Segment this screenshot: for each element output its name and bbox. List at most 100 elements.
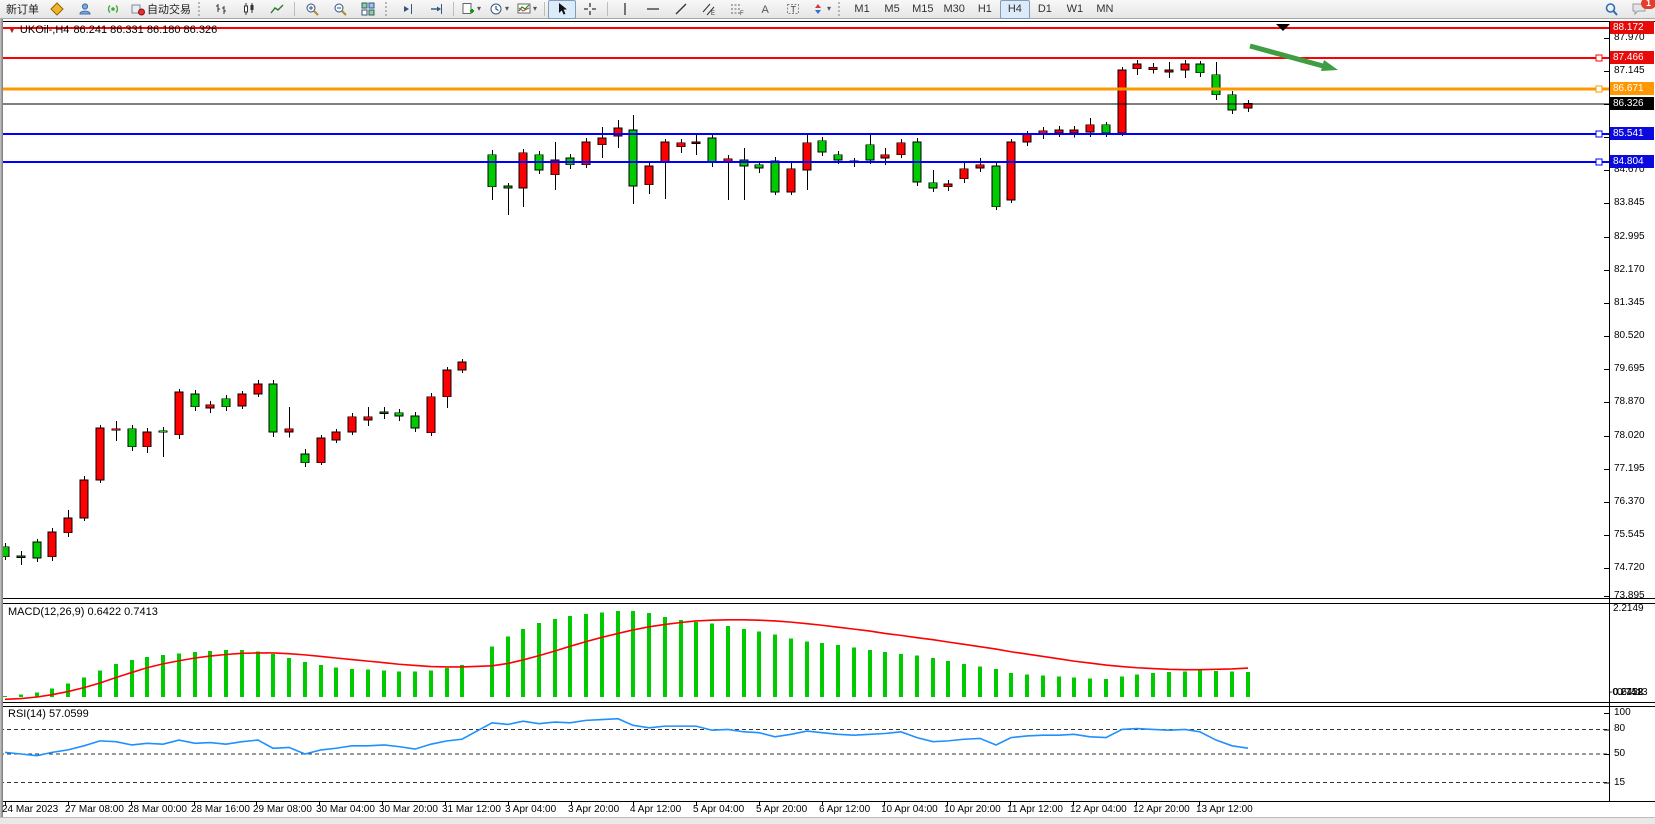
community-button[interactable] [43, 0, 71, 19]
price-line-badge: 87.466 [1610, 51, 1654, 64]
tile-windows-button[interactable] [354, 0, 382, 19]
price-tick-label: 82.170 [1614, 264, 1645, 275]
price-tick-label: 73.895 [1614, 590, 1645, 601]
macd-label: MACD(12,26,9) [8, 606, 85, 618]
indicators-button[interactable]: ▾ [513, 0, 541, 19]
signals-button[interactable] [99, 0, 127, 19]
autotrade-icon [131, 2, 145, 16]
one-click-expand-icon[interactable]: ▼ [8, 25, 16, 35]
toolbar-separator [453, 2, 454, 16]
bar-chart-button[interactable] [207, 0, 235, 19]
line-chart-button[interactable] [263, 0, 291, 19]
time-axis-label: 12 Apr 04:00 [1070, 804, 1127, 815]
arrows-icon [811, 2, 825, 16]
trendline-icon [674, 2, 688, 16]
fibonacci-tool-button[interactable]: F [723, 0, 751, 19]
notification-count-badge: 1 [1641, 0, 1655, 9]
zoom-in-icon [305, 2, 319, 16]
time-axis-label: 31 Mar 12:00 [442, 804, 501, 815]
toolbar-separator [294, 2, 295, 16]
time-axis-label: 12 Apr 20:00 [1133, 804, 1190, 815]
timeframe-button-M30[interactable]: M30 [943, 3, 965, 15]
chart-shift-button[interactable] [394, 0, 422, 19]
time-axis-label: 11 Apr 12:00 [1007, 804, 1063, 815]
time-axis-label: 30 Mar 04:00 [316, 804, 375, 815]
time-axis-label: 6 Apr 12:00 [819, 804, 871, 815]
price-tick-label: 87.970 [1614, 32, 1645, 43]
broadcast-icon [106, 2, 120, 16]
text-icon: A [758, 2, 772, 16]
toolbar-grip [198, 2, 204, 16]
price-line-badge: 86.326 [1610, 97, 1654, 110]
timeframe-button-M1[interactable]: M1 [854, 3, 870, 15]
autotrade-button[interactable]: 自动交易 [127, 0, 195, 19]
arrows-tool-button[interactable]: ▾ [807, 0, 835, 19]
window-left-edge [0, 19, 3, 817]
svg-text:E: E [711, 11, 715, 16]
macd-panel-title: MACD(12,26,9) 0.6422 0.7413 [8, 606, 158, 618]
timeframe-button-M15[interactable]: M15 [912, 3, 934, 15]
vertical-line-icon [618, 2, 632, 16]
horizontal-line-icon [646, 2, 660, 16]
cursor-tool-button[interactable] [548, 0, 577, 19]
price-tick-label: 78.020 [1614, 430, 1645, 441]
toolbar-separator [544, 2, 546, 16]
chart-shift-icon [401, 2, 415, 16]
time-axis-label: 28 Mar 16:00 [191, 804, 250, 815]
time-axis-label: 27 Mar 08:00 [65, 804, 124, 815]
chevron-down-icon: ▾ [505, 4, 510, 13]
price-tick-label: 76.370 [1614, 496, 1645, 507]
timeframe-button-H4[interactable]: H4 [999, 0, 1030, 19]
timeframe-bar: M1 M5 M15 M30 H1 H4 D1 W1 MN [847, 0, 1120, 19]
crosshair-tool-button[interactable] [576, 0, 604, 19]
time-axis-label: 29 Mar 08:00 [253, 804, 312, 815]
channel-tool-button[interactable]: E [695, 0, 723, 19]
periods-button[interactable]: ▾ [485, 0, 513, 19]
time-axis-label: 4 Apr 12:00 [630, 804, 682, 815]
channel-icon: E [702, 2, 716, 16]
rsi-value: 57.0599 [48, 708, 89, 720]
rsi-axis-label: 100 [1614, 707, 1631, 718]
timeframe-button-H1[interactable]: H1 [977, 3, 992, 15]
timeframe-button-W1[interactable]: W1 [1066, 3, 1084, 15]
text-label-tool-button[interactable]: T [779, 0, 807, 19]
time-axis-label: 28 Mar 00:00 [128, 804, 187, 815]
macd-current-value-label: 0.6422 [1613, 687, 1644, 698]
price-tick-label: 79.695 [1614, 363, 1645, 374]
timeframe-button-M5[interactable]: M5 [884, 3, 900, 15]
zoom-out-button[interactable] [326, 0, 354, 19]
chart-canvas[interactable] [0, 19, 1609, 801]
svg-text:F: F [740, 11, 744, 16]
zoom-in-button[interactable] [298, 0, 326, 19]
search-button[interactable] [1597, 0, 1625, 19]
timeframe-button-D1[interactable]: D1 [1037, 3, 1052, 15]
notifications-button[interactable]: 1 [1625, 0, 1655, 19]
profile-button[interactable] [71, 0, 99, 19]
chart-symbol-label: UKOil-,H4 [19, 24, 70, 36]
chart-ohlc-label: 86.241 86.331 86.180 86.326 [73, 24, 218, 36]
vertical-line-tool-button[interactable] [611, 0, 639, 19]
indicators-icon [517, 2, 531, 16]
rsi-label: RSI(14) [8, 708, 46, 720]
auto-scroll-button[interactable] [422, 0, 450, 19]
time-axis-label: 5 Apr 04:00 [693, 804, 745, 815]
horizontal-line-tool-button[interactable] [639, 0, 667, 19]
chevron-down-icon: ▾ [533, 4, 538, 13]
chevron-down-icon: ▾ [827, 4, 832, 13]
price-tick-label: 84.670 [1614, 164, 1645, 175]
price-tick-label: 87.145 [1614, 65, 1645, 76]
clock-icon [489, 2, 503, 16]
bar-chart-icon [214, 2, 228, 16]
candlestick-button[interactable] [235, 0, 263, 19]
time-axis-label: 13 Apr 12:00 [1196, 804, 1253, 815]
text-tool-button[interactable]: A [751, 0, 779, 19]
tile-windows-icon [361, 2, 375, 16]
price-tick-label: 80.520 [1614, 330, 1645, 341]
zoom-out-icon [333, 2, 347, 16]
new-chart-button[interactable]: ▾ [457, 0, 485, 19]
new-order-button[interactable]: 新订单 [2, 0, 43, 19]
trendline-tool-button[interactable] [667, 0, 695, 19]
chart-title: ▼ UKOil-,H4 86.241 86.331 86.180 86.326 [8, 24, 217, 36]
timeframe-button-MN[interactable]: MN [1096, 3, 1114, 15]
price-tick-label: 81.345 [1614, 297, 1645, 308]
